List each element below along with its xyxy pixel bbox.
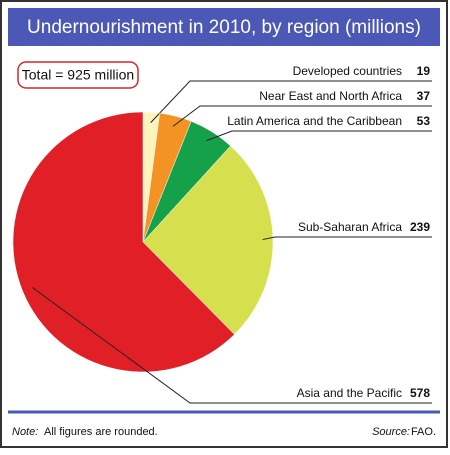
category-label: Asia and the Pacific — [297, 386, 402, 400]
category-label: Near East and North Africa — [259, 89, 402, 103]
pie-slice — [142, 145, 274, 335]
value-label: 578 — [410, 386, 430, 400]
title-bar — [8, 8, 440, 46]
source: FAO. — [411, 426, 436, 438]
leader-line — [150, 80, 432, 123]
leader-line — [206, 130, 432, 142]
leader-line — [32, 287, 432, 404]
note: All figures are rounded. — [44, 426, 158, 438]
total-box — [17, 61, 139, 89]
total-label: Total = 925 million — [22, 67, 134, 83]
pie-slice — [12, 111, 235, 373]
category-label: Sub-Saharan Africa — [298, 220, 402, 234]
category-label: Developed countries — [293, 64, 402, 78]
source-label: Source: — [372, 426, 410, 438]
value-label: 53 — [417, 114, 431, 128]
category-label: Latin America and the Caribbean — [227, 114, 402, 128]
leader-line — [262, 236, 432, 241]
chart-title: Undernourishment in 2010, by region (mil… — [27, 17, 421, 38]
value-label: 37 — [417, 89, 431, 103]
value-label: 19 — [417, 64, 431, 78]
note-label: Note: — [12, 426, 38, 438]
value-label: 239 — [410, 220, 430, 234]
leader-line — [172, 105, 432, 127]
